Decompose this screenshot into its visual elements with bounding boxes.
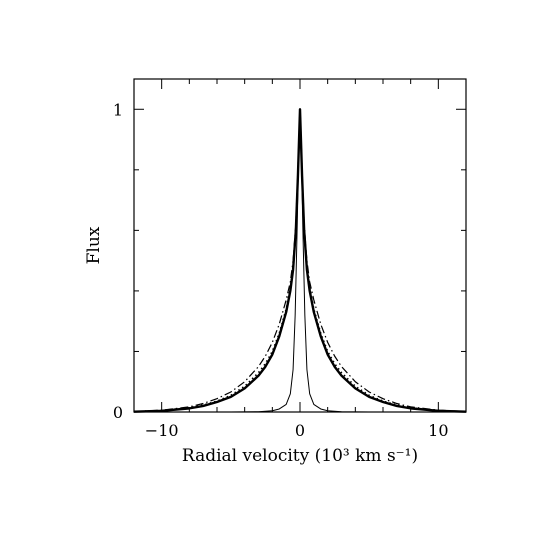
- x-axis-label: Radial velocity (10³ km s⁻¹): [182, 446, 418, 466]
- x-tick-label: −10: [145, 421, 179, 440]
- tick-marks: [133, 79, 467, 413]
- series-line-2: [133, 108, 467, 413]
- series-group: [133, 108, 467, 413]
- y-tick-label: 1: [113, 100, 123, 119]
- series-line-4: [133, 108, 467, 412]
- series-line-3: [133, 108, 467, 413]
- series-line-1: [134, 108, 466, 413]
- y-tick-label: 0: [113, 403, 123, 422]
- y-axis-label: Flux: [84, 226, 104, 264]
- tick-labels: −10 0 10 0 1: [113, 100, 449, 440]
- x-tick-label: 0: [295, 421, 305, 440]
- x-tick-label: 10: [428, 421, 448, 440]
